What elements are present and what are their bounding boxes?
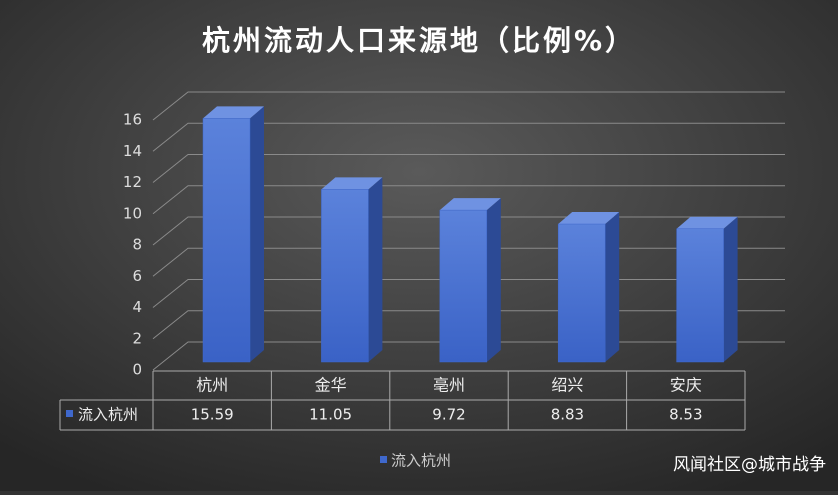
watermark: 风闻社区@城市战争 [673,455,826,475]
grid-line [152,185,785,215]
bar-top [558,212,620,225]
bar-front [321,189,369,363]
legend-label: 流入杭州 [391,452,451,470]
x-tick-label: 绍兴 [551,376,583,395]
grid-line [152,154,785,183]
table-value: 15.59 [191,406,234,424]
bar-top [321,177,383,190]
y-tick-label: 4 [132,298,142,316]
y-tick-label: 6 [132,267,142,285]
y-tick-label: 12 [123,173,142,191]
bar-front [676,228,724,363]
y-tick-label: 16 [123,111,142,129]
bar [439,198,501,363]
bar-side [723,216,738,362]
bar-side [486,198,501,362]
x-tick-label: 金华 [315,376,347,395]
bar-side [368,177,383,362]
table-value: 8.53 [669,406,702,424]
bar [676,216,738,363]
bar-front [202,118,251,363]
bar-top [439,198,501,211]
table-value: 8.83 [551,406,584,424]
bar [202,106,264,363]
x-tick-label: 亳州 [433,376,465,395]
y-tick-label: 0 [132,361,142,379]
y-tick-label: 2 [132,329,142,347]
legend-key [66,410,73,417]
x-tick-label: 杭州 [196,376,228,395]
legend-key [380,456,387,463]
table-series-name: 流入杭州 [78,406,138,424]
bar-side [605,212,620,362]
y-tick-label: 8 [132,236,142,254]
bar-front [439,209,488,363]
x-tick-label: 安庆 [670,376,702,395]
bar-top [203,106,264,119]
grid-line [152,91,785,121]
bar [557,212,620,363]
bar [321,177,383,363]
table-value: 9.72 [432,406,465,424]
grid-line [152,122,785,152]
bar-side [250,106,264,362]
table-value: 11.05 [309,406,352,424]
bar-front [557,223,606,363]
chart-title: 杭州流动人口来源地（比例%） [202,24,636,57]
y-tick-label: 10 [123,204,142,222]
y-tick-label: 14 [123,142,142,160]
bar-top [676,216,738,229]
